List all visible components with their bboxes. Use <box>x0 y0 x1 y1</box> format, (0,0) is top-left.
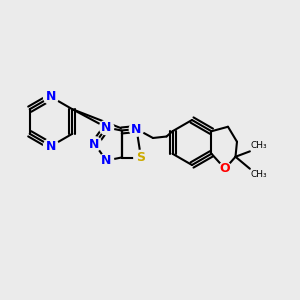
Circle shape <box>44 139 59 154</box>
Circle shape <box>99 153 114 168</box>
Text: CH₃: CH₃ <box>250 170 267 179</box>
Text: O: O <box>220 162 230 175</box>
Circle shape <box>99 120 114 135</box>
Text: S: S <box>136 151 146 164</box>
Circle shape <box>44 89 59 104</box>
Text: N: N <box>101 121 112 134</box>
Text: N: N <box>101 154 112 167</box>
Text: N: N <box>131 122 142 136</box>
Text: CH₃: CH₃ <box>250 141 267 150</box>
Circle shape <box>218 162 232 175</box>
Text: N: N <box>89 137 100 151</box>
Text: N: N <box>46 90 56 104</box>
Circle shape <box>87 137 102 151</box>
Text: N: N <box>46 140 56 153</box>
Circle shape <box>134 150 148 165</box>
Circle shape <box>129 122 144 136</box>
